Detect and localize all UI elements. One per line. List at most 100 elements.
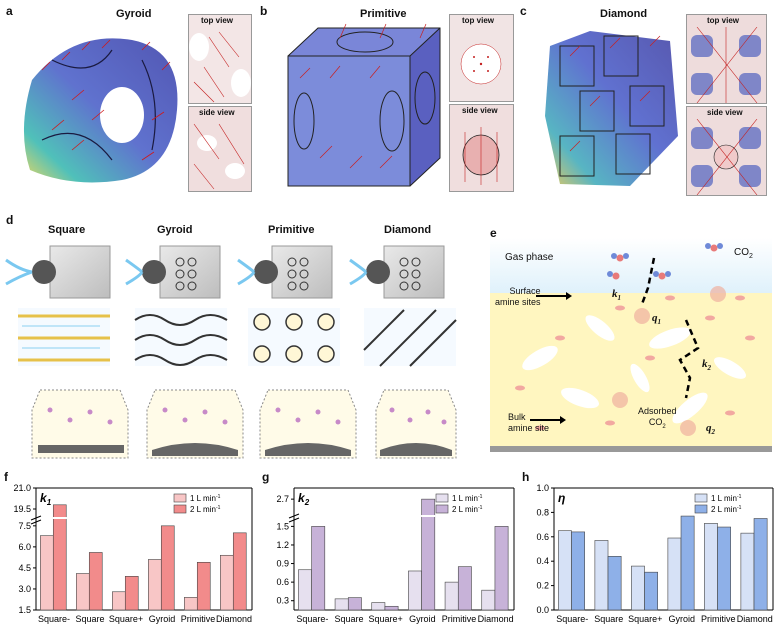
x-tick-label: Diamond [216, 614, 252, 624]
gyroid-top-view: top view [188, 14, 252, 104]
x-tick-label: Square+ [628, 614, 662, 624]
diamond-3d-render [545, 31, 678, 186]
x-tick-label: Diamond [478, 614, 514, 624]
legend-swatch [694, 504, 708, 514]
column-title-primitive: Primitive [268, 224, 315, 236]
legend-swatch [173, 493, 187, 503]
gyroid-monolith-box [125, 245, 221, 299]
diamond-top-view-label: top view [707, 16, 740, 25]
bar [52, 504, 67, 611]
bar [112, 591, 126, 611]
adsorbed-co2-label: Adsorbed CO2 [638, 406, 677, 430]
column-title-square: Square [48, 224, 86, 236]
x-tick-label: Primitive [181, 614, 216, 624]
primitive-monolith-box [237, 245, 333, 299]
gas-phase-label: Gas phase [505, 252, 554, 263]
primitive-top-view-label: top view [462, 16, 495, 25]
bar [334, 598, 349, 611]
panel-b-label: b [260, 4, 268, 18]
gyroid-3d-render [23, 38, 178, 183]
bar [76, 573, 90, 611]
k1-bar-chart: k1 1.5 3.0 4.5 6.0 7.5 19.5 21.0 Square- Square Sq… [13, 483, 253, 624]
co2-molecules [607, 243, 723, 280]
panel-b-title: Primitive [360, 8, 407, 20]
q1-label: q1 [652, 312, 661, 327]
y-tick-label: 0.3 [276, 596, 289, 606]
panel-c-title: Diamond [600, 8, 648, 20]
diamond-side-view: side view [686, 106, 767, 196]
diamond-monolith-box [349, 245, 445, 299]
y-tick-label: 0.6 [276, 577, 289, 587]
x-tick-label: Square- [296, 614, 328, 624]
bar [740, 532, 755, 611]
panel-e-label: e [490, 226, 497, 240]
bar-break-stripe [52, 517, 67, 519]
bar [347, 597, 362, 611]
bar [644, 571, 658, 611]
x-tick-label: Gyroid [409, 614, 436, 624]
diamond-top-view: top view [686, 14, 767, 104]
legend-swatch [435, 504, 449, 514]
primitive-side-view-label: side view [462, 106, 498, 115]
monolith-comparison-illustration [5, 245, 457, 459]
legend-label: 2 L min-1 [711, 505, 742, 514]
bar [494, 526, 509, 611]
column-title-diamond: Diamond [384, 224, 432, 236]
y-tick-label: 1.5 [276, 521, 289, 531]
legend-swatch [694, 493, 708, 503]
y-tick-label: 7.5 [18, 521, 31, 531]
diamond-zoom-inset [375, 389, 457, 459]
bar [594, 540, 609, 611]
bar [184, 597, 198, 611]
bar [667, 537, 682, 611]
axis-break-mark [30, 515, 42, 521]
bar [571, 531, 585, 611]
bar [704, 523, 718, 611]
legend-label: 1 L min-1 [711, 494, 742, 503]
bar [311, 526, 326, 611]
y-tick-label: 2.7 [276, 494, 289, 504]
y-tick-label: 0.6 [536, 532, 549, 542]
square-channels [18, 308, 110, 366]
x-tick-label: Square+ [369, 614, 403, 624]
corner-label: k2 [298, 491, 310, 507]
y-tick-label: 0.8 [536, 507, 549, 517]
bulk-site-label: Bulk amine site [508, 412, 550, 433]
bar [421, 498, 436, 611]
x-tick-label: Primitive [701, 614, 736, 624]
y-tick-label: 1.5 [18, 605, 31, 615]
k2-bar-chart: k2 0.3 0.6 0.9 1.2 1.5 2.7 Square- Square Square+… [276, 487, 515, 624]
bar [88, 552, 103, 611]
axis-break-mark [288, 513, 300, 519]
y-tick-label: 4.5 [18, 563, 31, 573]
x-tick-label: Primitive [442, 614, 477, 624]
square-zoom-inset [31, 389, 129, 459]
diamond-channels [363, 308, 457, 367]
primitive-channels [248, 308, 340, 366]
primitive-zoom-inset [259, 389, 357, 459]
column-title-gyroid: Gyroid [157, 224, 193, 236]
adsorption-mechanism-diagram [490, 238, 772, 452]
bar [371, 602, 386, 611]
gyroid-zoom-inset [146, 389, 244, 459]
bar [220, 554, 234, 611]
panel-c-label: c [520, 4, 527, 18]
square-monolith-box [5, 245, 111, 299]
k2-pathway-arrow [678, 319, 700, 399]
co2-label: CO2 [734, 247, 753, 260]
y-tick-label: 6.0 [18, 542, 31, 552]
primitive-top-view: top view [449, 14, 514, 102]
diamond-side-view-label: side view [707, 108, 743, 117]
legend-label: 2 L min-1 [452, 505, 483, 514]
bar [408, 570, 422, 611]
x-tick-label: Diamond [737, 614, 773, 624]
x-tick-label: Square [334, 614, 363, 624]
gyroid-channels [134, 308, 228, 366]
y-tick-label: 0.2 [536, 581, 549, 591]
y-tick-label: 0.9 [276, 559, 289, 569]
legend-label: 1 L min-1 [190, 494, 221, 503]
bar [717, 526, 731, 611]
bar [444, 581, 459, 611]
panel-a-title: Gyroid [116, 8, 152, 20]
bar [558, 530, 572, 611]
